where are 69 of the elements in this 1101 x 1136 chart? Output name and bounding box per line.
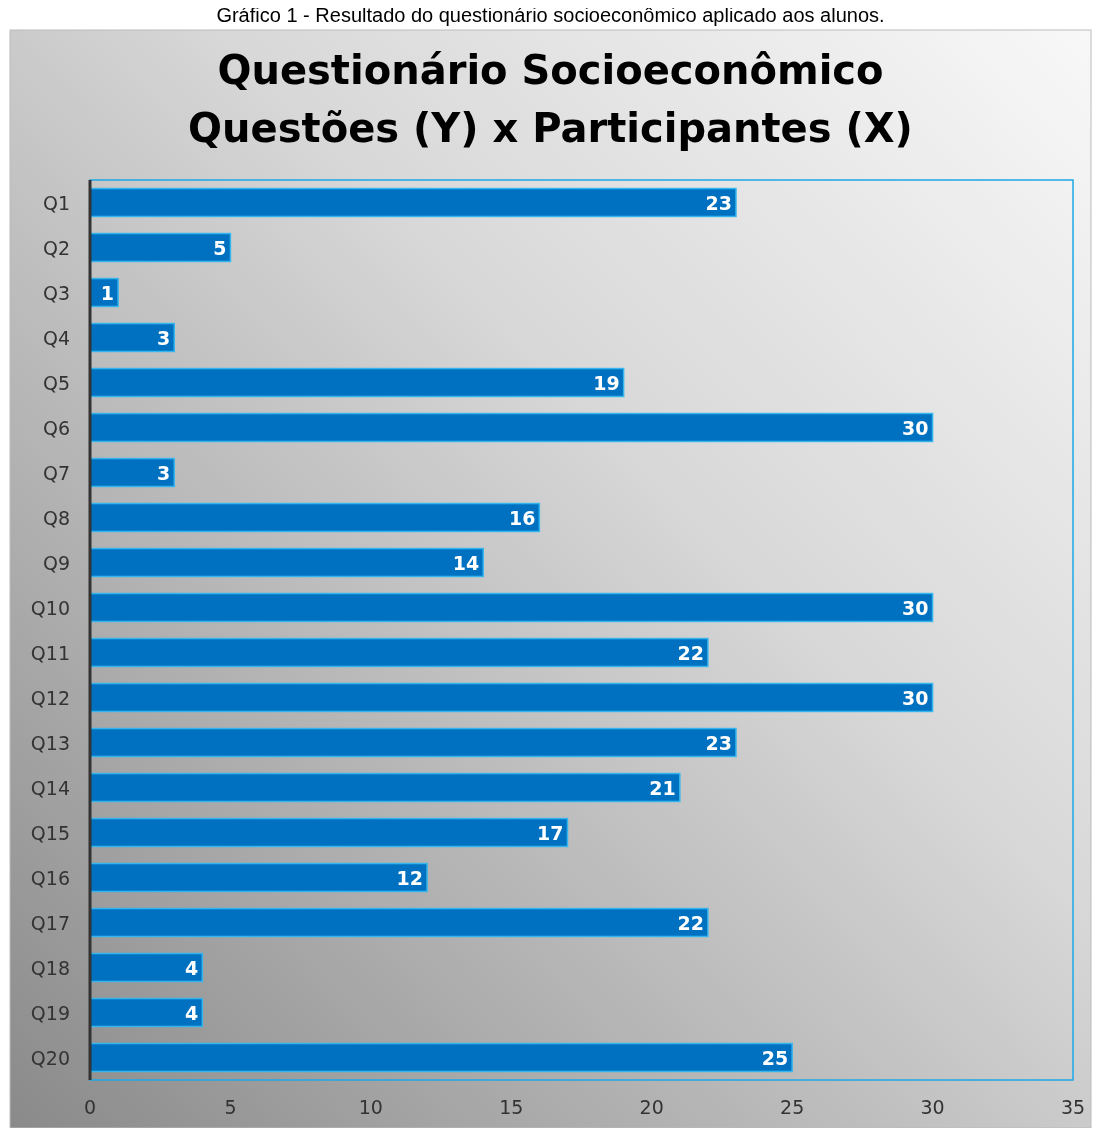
y-tick-label: Q17 xyxy=(30,911,70,934)
chart-title: Questionário Socioeconômico Questões (Y) x Participantes (X) xyxy=(188,47,913,151)
bar xyxy=(89,232,232,263)
data-label: 21 xyxy=(649,776,676,799)
y-tick-label: Q8 xyxy=(42,506,70,529)
data-label: 4 xyxy=(185,956,199,979)
bar xyxy=(89,457,176,488)
bar xyxy=(89,1042,793,1073)
bar xyxy=(89,187,737,218)
data-label: 5 xyxy=(213,236,227,259)
data-label: 17 xyxy=(537,821,564,844)
y-tick-label: Q1 xyxy=(42,191,70,214)
data-label: 14 xyxy=(452,551,480,574)
y-tick-label: Q10 xyxy=(30,596,70,619)
data-label: 23 xyxy=(705,731,732,754)
data-label: 3 xyxy=(157,326,171,349)
y-tick-label: Q2 xyxy=(42,236,70,259)
y-tick-label: Q11 xyxy=(30,641,70,664)
bar xyxy=(89,862,428,893)
y-tick-label: Q5 xyxy=(42,371,70,394)
text: Gráfico 1 - Resultado do questionário socioeconômico aplicado aos alunos. xyxy=(216,4,885,26)
bar xyxy=(89,367,625,398)
bar xyxy=(89,817,569,848)
x-tick-label: 35 xyxy=(1060,1096,1086,1118)
y-tick-label: Q13 xyxy=(30,731,70,754)
bar xyxy=(89,997,204,1028)
bar xyxy=(89,727,737,758)
y-tick-label: Q15 xyxy=(30,821,70,844)
data-label: 16 xyxy=(508,506,536,529)
y-tick-label: Q6 xyxy=(42,416,70,439)
data-label: 4 xyxy=(185,1001,199,1024)
y-tick-label: Q14 xyxy=(30,776,70,799)
y-tick-label: Q9 xyxy=(42,551,70,574)
bar xyxy=(89,952,204,983)
y-tick-label: Q20 xyxy=(30,1046,70,1069)
data-label: 30 xyxy=(902,596,929,619)
bar xyxy=(89,682,934,713)
bar xyxy=(89,547,484,578)
data-label: 30 xyxy=(902,686,929,709)
data-label: 22 xyxy=(677,641,704,664)
bar xyxy=(89,412,934,443)
bar xyxy=(89,907,709,938)
x-tick-label: 20 xyxy=(639,1096,664,1118)
x-tick-label: 5 xyxy=(224,1096,237,1118)
x-tick-label: 10 xyxy=(358,1096,383,1118)
bar xyxy=(89,322,176,353)
x-tick-label: 30 xyxy=(920,1096,945,1118)
data-label: 30 xyxy=(902,416,929,439)
y-tick-label: Q19 xyxy=(30,1001,70,1024)
x-tick-label: 0 xyxy=(83,1096,97,1118)
data-label: 1 xyxy=(100,281,115,304)
data-label: 25 xyxy=(761,1046,789,1069)
data-label: 3 xyxy=(157,461,171,484)
x-tick-label: 15 xyxy=(499,1096,524,1118)
y-tick-label: Q4 xyxy=(42,326,70,349)
bar xyxy=(89,592,934,623)
y-tick-label: Q7 xyxy=(42,461,70,484)
bar xyxy=(89,502,541,533)
data-label: 23 xyxy=(705,191,732,214)
y-tick-label: Q18 xyxy=(30,956,70,979)
data-label: 22 xyxy=(677,911,704,934)
data-label: 12 xyxy=(396,866,424,889)
x-tick-label: 25 xyxy=(780,1096,805,1118)
data-label: 19 xyxy=(593,371,620,394)
y-tick-label: Q16 xyxy=(30,866,70,889)
y-tick-label: Q12 xyxy=(30,686,70,709)
bar xyxy=(89,637,709,668)
y-tick-label: Q3 xyxy=(42,281,70,304)
bar xyxy=(89,772,681,803)
